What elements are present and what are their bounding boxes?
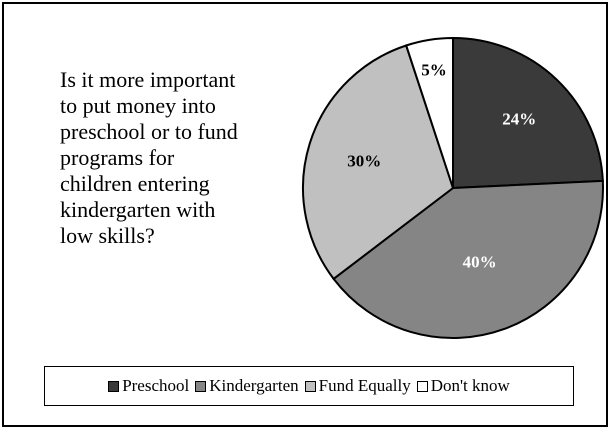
- data-label-preschool: 24%: [502, 110, 536, 129]
- legend-item-fund-equally: Fund Equally: [304, 376, 411, 396]
- legend-label-preschool: Preschool: [122, 376, 190, 395]
- legend-label-fund-equally: Fund Equally: [318, 376, 411, 395]
- data-label-don-t-know: 5%: [421, 61, 447, 80]
- legend-label-dont-know: Don't know: [430, 376, 510, 395]
- legend-label-kindergarten: Kindergarten: [209, 376, 299, 395]
- pie-slice-kindergarten: [332, 179, 604, 339]
- legend: Preschool Kindergarten Fund Equally Don'…: [44, 366, 574, 406]
- question-text: Is it more important to put money into p…: [60, 67, 238, 248]
- data-label-kindergarten: 40%: [463, 252, 497, 271]
- legend-item-dont-know: Don't know: [416, 376, 510, 396]
- data-label-fund-equally: 30%: [347, 151, 381, 170]
- legend-swatch-kindergarten: [195, 380, 207, 392]
- legend-swatch-preschool: [108, 380, 120, 392]
- pie-slice-don-t-know: [404, 36, 454, 189]
- legend-swatch-dont-know: [416, 380, 428, 392]
- legend-item-preschool: Preschool: [108, 376, 189, 396]
- pie-slice-fund-equally: [302, 44, 455, 281]
- legend-swatch-fund-equally: [304, 380, 316, 392]
- pie-slice-preschool: [452, 36, 604, 190]
- legend-item-kindergarten: Kindergarten: [195, 376, 299, 396]
